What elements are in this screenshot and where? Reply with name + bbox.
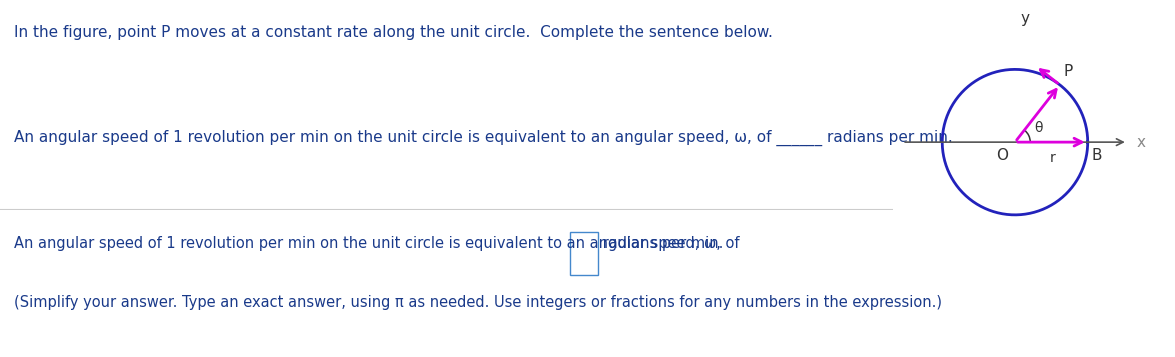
Text: radians per min.: radians per min. xyxy=(598,236,724,251)
Text: An angular speed of 1 revolution per min on the unit circle is equivalent to an : An angular speed of 1 revolution per min… xyxy=(14,130,953,146)
Text: (Simplify your answer. Type an exact answer, using π as needed. Use integers or : (Simplify your answer. Type an exact ans… xyxy=(14,295,942,310)
Text: B: B xyxy=(1092,148,1102,163)
Text: O: O xyxy=(995,148,1008,163)
FancyBboxPatch shape xyxy=(570,232,598,275)
Text: r: r xyxy=(1050,151,1055,165)
Text: x: x xyxy=(1136,135,1146,150)
Text: In the figure, point P moves at a constant rate along the unit circle.  Complete: In the figure, point P moves at a consta… xyxy=(14,25,773,40)
Text: θ: θ xyxy=(1034,121,1042,135)
Text: P: P xyxy=(1063,64,1073,79)
Text: y: y xyxy=(1020,11,1029,26)
Text: An angular speed of 1 revolution per min on the unit circle is equivalent to an : An angular speed of 1 revolution per min… xyxy=(14,236,745,251)
